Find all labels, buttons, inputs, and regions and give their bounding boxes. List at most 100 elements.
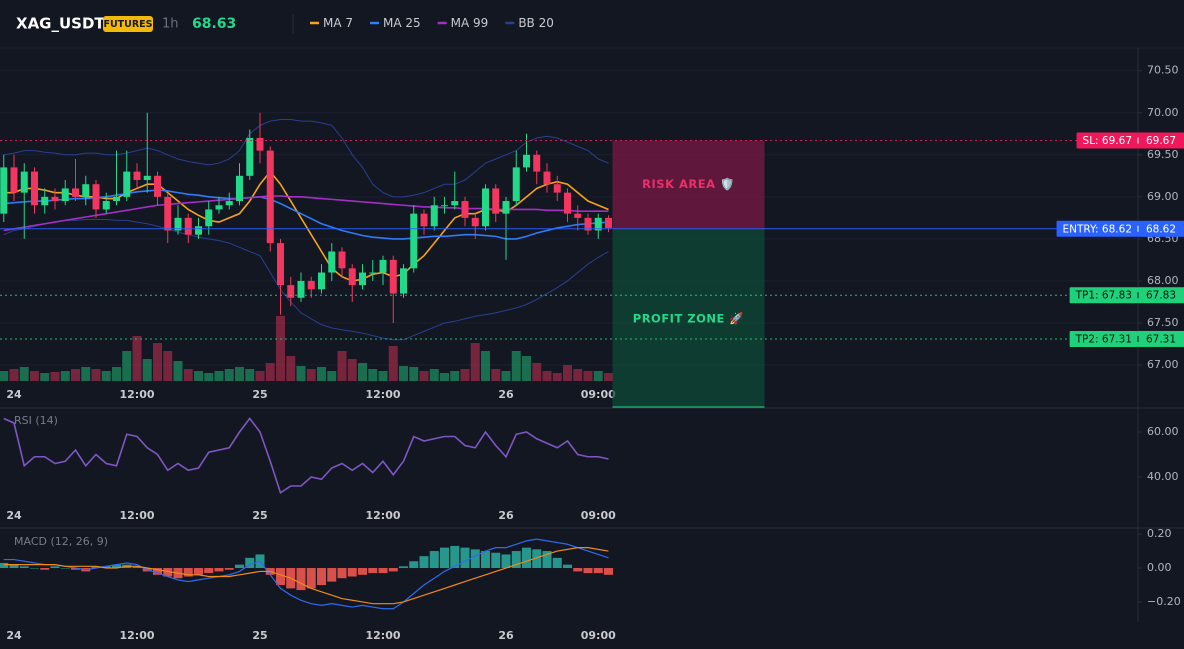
volume-bar <box>347 359 357 381</box>
badge-bg <box>103 16 153 32</box>
y-tick-label: 69.50 <box>1147 148 1179 161</box>
candle-body <box>266 150 274 244</box>
x-tick-label: 25 <box>252 629 267 642</box>
candle-body <box>512 167 520 202</box>
level-label: ENTRY: 68.62 <box>1063 223 1132 235</box>
histogram-bar <box>204 568 214 574</box>
candle-body <box>430 205 438 227</box>
candle-body <box>102 201 110 210</box>
volume-bar <box>112 367 121 381</box>
volume-bar <box>0 371 9 381</box>
volume-bar <box>429 369 439 381</box>
volume-bar <box>235 367 244 381</box>
histogram-bar <box>460 547 470 569</box>
histogram-bar <box>491 552 501 569</box>
legend-label: MA 7 <box>323 16 353 30</box>
volume-bar <box>81 367 91 381</box>
legend-label: MA 99 <box>451 16 489 30</box>
y-tick-label: 0.00 <box>1147 561 1172 574</box>
volume-bar <box>194 371 203 381</box>
x-tick-label: 12:00 <box>119 509 154 522</box>
volume-bar <box>183 369 193 381</box>
volume-bar <box>460 369 470 381</box>
candle-body <box>133 171 141 181</box>
histogram-bar <box>224 568 234 570</box>
volume-bar <box>552 373 562 381</box>
volume-bar <box>276 316 285 381</box>
histogram-bar <box>163 568 173 577</box>
legend-label: MA 25 <box>383 16 421 30</box>
volume-bar <box>583 371 593 381</box>
histogram-bar <box>358 568 367 575</box>
candle-body <box>51 196 59 202</box>
candle-body <box>564 192 571 214</box>
volume-bar <box>532 363 542 381</box>
candle-body <box>0 167 8 214</box>
legend-label: BB 20 <box>518 16 554 30</box>
y-tick-label: 70.50 <box>1147 64 1179 77</box>
candle-body <box>369 272 377 274</box>
volume-bar <box>30 371 39 381</box>
level-value-bg <box>1138 132 1184 149</box>
y-tick-label: 60.00 <box>1147 425 1179 438</box>
histogram-bar <box>194 568 203 575</box>
histogram-bar <box>337 568 347 579</box>
candle-body <box>174 217 182 231</box>
level-value: 67.31 <box>1146 333 1176 345</box>
volume-bar <box>501 371 511 381</box>
candle-body <box>236 175 243 202</box>
x-tick-label: 26 <box>498 388 514 401</box>
volume-bar <box>204 373 214 381</box>
volume-bar <box>542 371 552 381</box>
histogram-bar <box>429 551 439 569</box>
histogram-bar <box>40 568 50 570</box>
histogram-bar <box>0 562 9 569</box>
candle-body <box>113 196 120 202</box>
histogram-bar <box>296 568 306 591</box>
volume-bar <box>60 371 70 381</box>
candle-body <box>389 259 397 294</box>
candle-body <box>154 175 161 197</box>
volume-bar <box>265 363 275 381</box>
candle-body <box>318 272 325 290</box>
histogram-bar <box>235 564 244 569</box>
volume-bar <box>419 371 429 381</box>
zone <box>612 228 765 407</box>
candle-body <box>10 167 18 193</box>
y-tick-label: 67.00 <box>1147 358 1179 371</box>
volume-bar <box>470 343 480 381</box>
histogram-bar <box>112 564 121 569</box>
volume-bar <box>388 346 398 381</box>
histogram-bar <box>214 568 224 572</box>
macd-line <box>3 547 609 605</box>
level-label-bg <box>1069 330 1138 347</box>
volume-bar <box>163 351 173 381</box>
histogram-bar <box>481 551 490 569</box>
histogram-bar <box>317 568 326 585</box>
histogram-bar <box>419 556 429 569</box>
candle-body <box>348 268 356 286</box>
candle-body <box>451 201 459 206</box>
interval: 1h <box>162 17 179 32</box>
volume-bar <box>522 356 531 381</box>
volume-bar <box>450 371 460 381</box>
x-tick-label: 12:00 <box>365 388 400 401</box>
x-tick-label: 09:00 <box>581 509 616 522</box>
volume-bar <box>101 371 111 381</box>
candle-body <box>410 213 418 269</box>
histogram-bar <box>183 568 193 577</box>
histogram-bar <box>368 568 378 574</box>
volume-bar <box>71 369 80 381</box>
pane-title: RSI (14) <box>14 414 58 427</box>
x-tick-label: 26 <box>498 509 514 522</box>
volume-bar <box>19 367 29 381</box>
candle-body <box>143 175 151 181</box>
level-label-bg <box>1076 132 1138 149</box>
level-label: SL: 69.67 <box>1083 135 1132 147</box>
candle-body <box>482 188 489 227</box>
volume-bar <box>245 369 255 381</box>
histogram-bar <box>552 557 562 569</box>
volume-bar <box>132 336 142 381</box>
histogram-bar <box>91 566 101 569</box>
candle-body <box>328 251 336 273</box>
